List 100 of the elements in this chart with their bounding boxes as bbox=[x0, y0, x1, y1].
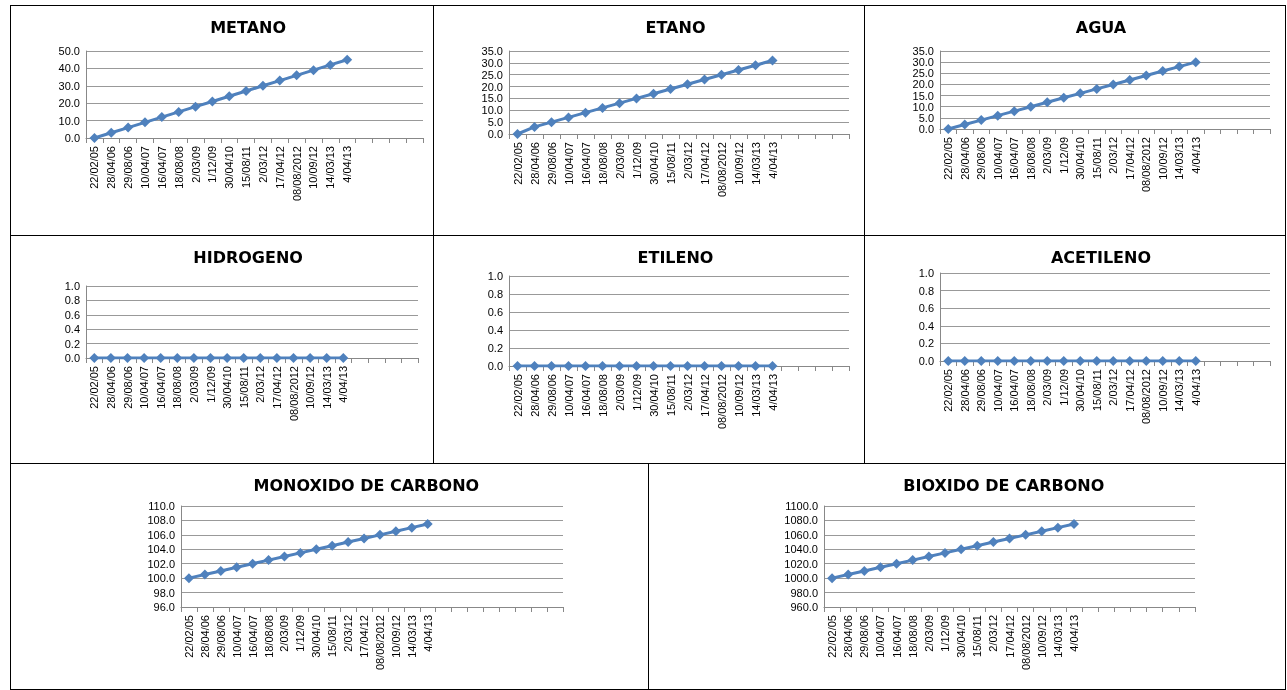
x-tick-label: 2/03/12 bbox=[1107, 137, 1120, 174]
y-tick-label: 110.0 bbox=[148, 500, 175, 512]
y-tick-label: 1.0 bbox=[487, 270, 503, 282]
x-tick-label: 17/04/12 bbox=[273, 146, 286, 189]
point bbox=[274, 75, 285, 86]
point bbox=[1042, 97, 1053, 108]
x-tick-label: 28/04/06 bbox=[528, 374, 541, 417]
y-tick-label: 0.4 bbox=[487, 324, 503, 336]
y-tick-label: 0.0 bbox=[64, 132, 80, 144]
point bbox=[327, 540, 338, 551]
point bbox=[106, 127, 117, 138]
x-tick-label: 18/08/08 bbox=[171, 366, 184, 409]
x-tick-label: 18/08/08 bbox=[596, 142, 609, 185]
y-tick-label: 0.0 bbox=[918, 123, 934, 135]
point bbox=[342, 54, 353, 65]
x-tick-label: 08/08/2012 bbox=[1140, 137, 1153, 193]
x-tick-label: 28/04/06 bbox=[842, 615, 855, 658]
point bbox=[907, 555, 918, 566]
point bbox=[699, 74, 710, 85]
x-tick-label: 15/08/11 bbox=[240, 146, 253, 189]
x-tick-label: 18/08/08 bbox=[1024, 369, 1037, 412]
x-tick-label: 14/03/13 bbox=[749, 374, 762, 417]
point bbox=[215, 565, 226, 576]
point bbox=[224, 91, 235, 102]
point bbox=[943, 124, 954, 134]
point bbox=[891, 558, 902, 569]
point bbox=[311, 544, 322, 555]
x-tick-label: 30/04/10 bbox=[221, 366, 234, 409]
y-tick-label: 5.0 bbox=[918, 111, 934, 124]
x-tick-label: 2/03/09 bbox=[922, 615, 935, 652]
y-tick-label: 102.0 bbox=[147, 557, 175, 570]
x-tick-label: 22/02/05 bbox=[826, 615, 839, 658]
y-tick-label: 0.2 bbox=[487, 342, 503, 354]
point bbox=[923, 551, 934, 562]
chart-title: HIDROGENO bbox=[193, 247, 303, 267]
point bbox=[325, 59, 336, 70]
x-tick-label: 29/08/06 bbox=[975, 137, 988, 180]
x-tick-label: 2/03/12 bbox=[254, 366, 267, 403]
point bbox=[207, 96, 218, 107]
point bbox=[956, 544, 967, 555]
point bbox=[1075, 88, 1086, 99]
x-tick-label: 08/08/2012 bbox=[1019, 615, 1032, 671]
point bbox=[279, 551, 290, 562]
x-tick-label: 28/04/06 bbox=[958, 137, 971, 180]
x-tick-label: 10/04/07 bbox=[991, 369, 1004, 412]
y-tick-label: 1060.0 bbox=[784, 528, 818, 541]
x-tick-label: 10/04/07 bbox=[874, 615, 887, 658]
point bbox=[247, 558, 258, 569]
point bbox=[1009, 106, 1020, 117]
x-tick-label: 18/08/08 bbox=[262, 615, 275, 658]
x-tick-label: 28/04/06 bbox=[198, 615, 211, 658]
x-tick-label: 10/04/07 bbox=[138, 146, 151, 189]
y-tick-label: 0.2 bbox=[918, 337, 934, 350]
point bbox=[156, 112, 167, 123]
x-tick-label: 08/08/2012 bbox=[1140, 369, 1153, 425]
x-tick-label: 2/03/09 bbox=[189, 146, 202, 183]
y-tick-label: 25.0 bbox=[912, 67, 934, 80]
x-tick-label: 4/04/13 bbox=[1068, 615, 1081, 652]
point bbox=[1069, 519, 1080, 530]
y-tick-label: 0.4 bbox=[918, 319, 934, 332]
y-tick-label: 0.0 bbox=[487, 360, 503, 372]
x-tick-label: 30/04/10 bbox=[1074, 369, 1087, 412]
point bbox=[1091, 83, 1102, 94]
x-tick-label: 22/02/05 bbox=[511, 142, 524, 185]
x-tick-label: 28/04/06 bbox=[958, 369, 971, 412]
point bbox=[563, 112, 574, 123]
x-tick-label: 2/03/12 bbox=[342, 615, 355, 652]
x-tick-label: 1/12/09 bbox=[294, 615, 307, 652]
y-tick-label: 10.0 bbox=[481, 104, 503, 117]
x-tick-label: 08/08/2012 bbox=[287, 366, 300, 422]
x-tick-label: 08/08/2012 bbox=[373, 615, 386, 671]
y-tick-label: 30.0 bbox=[912, 56, 934, 69]
point bbox=[1052, 522, 1063, 533]
x-tick-label: 30/04/10 bbox=[955, 615, 968, 658]
point bbox=[139, 117, 150, 128]
point bbox=[123, 122, 134, 133]
x-tick-label: 22/02/05 bbox=[511, 374, 524, 417]
x-tick-label: 1/12/09 bbox=[204, 366, 217, 403]
x-tick-label: 28/04/06 bbox=[105, 146, 118, 189]
x-tick-label: 10/09/12 bbox=[389, 615, 402, 658]
x-tick-label: 14/03/13 bbox=[749, 142, 762, 185]
point bbox=[648, 88, 659, 99]
y-tick-label: 108.0 bbox=[147, 514, 175, 527]
x-tick-label: 14/03/13 bbox=[324, 146, 337, 189]
y-tick-label: 980.0 bbox=[790, 586, 818, 599]
x-tick-label: 08/08/2012 bbox=[715, 142, 728, 198]
x-tick-label: 30/04/10 bbox=[647, 374, 660, 417]
point bbox=[733, 64, 744, 75]
x-tick-label: 10/04/07 bbox=[562, 142, 575, 185]
x-tick-label: 16/04/07 bbox=[246, 615, 259, 658]
x-tick-label: 29/08/06 bbox=[545, 142, 558, 185]
y-tick-label: 50.0 bbox=[58, 45, 80, 57]
x-tick-label: 10/09/12 bbox=[1035, 615, 1048, 658]
point bbox=[875, 562, 886, 573]
x-tick-label: 10/09/12 bbox=[307, 146, 320, 189]
point bbox=[1190, 57, 1201, 68]
point bbox=[1020, 529, 1031, 540]
point bbox=[682, 79, 693, 90]
x-tick-label: 4/04/13 bbox=[766, 142, 779, 179]
chart-title: AGUA bbox=[1075, 17, 1127, 37]
